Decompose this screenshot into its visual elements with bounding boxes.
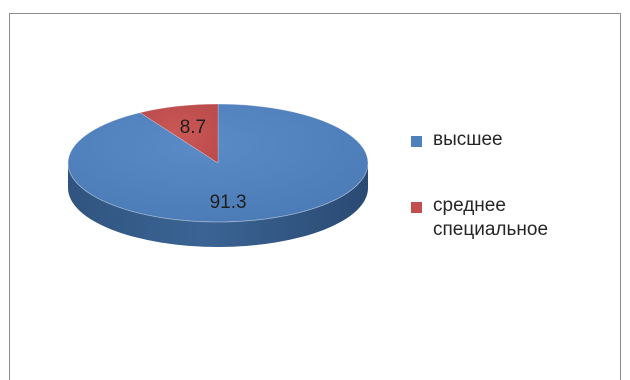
pie-slice-vysshee [67, 103, 369, 223]
legend-label-vysshee: высшее [433, 129, 503, 150]
legend-item-vysshee: высшее [411, 128, 611, 152]
legend-swatch-vysshee [411, 136, 422, 147]
legend: высшее среднее специальное [411, 128, 611, 242]
data-label-srednee-specialnoe: 8.7 [180, 117, 206, 138]
pie-data-labels: 91.3 8.7 [180, 117, 247, 213]
pie-slices [67, 103, 369, 247]
pie-slice-srednee-specialnoe [139, 103, 219, 164]
legend-label-srednee-specialnoe: среднее специальное [433, 195, 549, 240]
pie-side-wall [68, 163, 368, 247]
data-label-vysshee: 91.3 [210, 192, 247, 213]
legend-swatch-srednee-specialnoe [411, 202, 422, 213]
legend-item-srednee-specialnoe: среднее специальное [411, 194, 611, 242]
pie-top-rim [67, 103, 369, 223]
